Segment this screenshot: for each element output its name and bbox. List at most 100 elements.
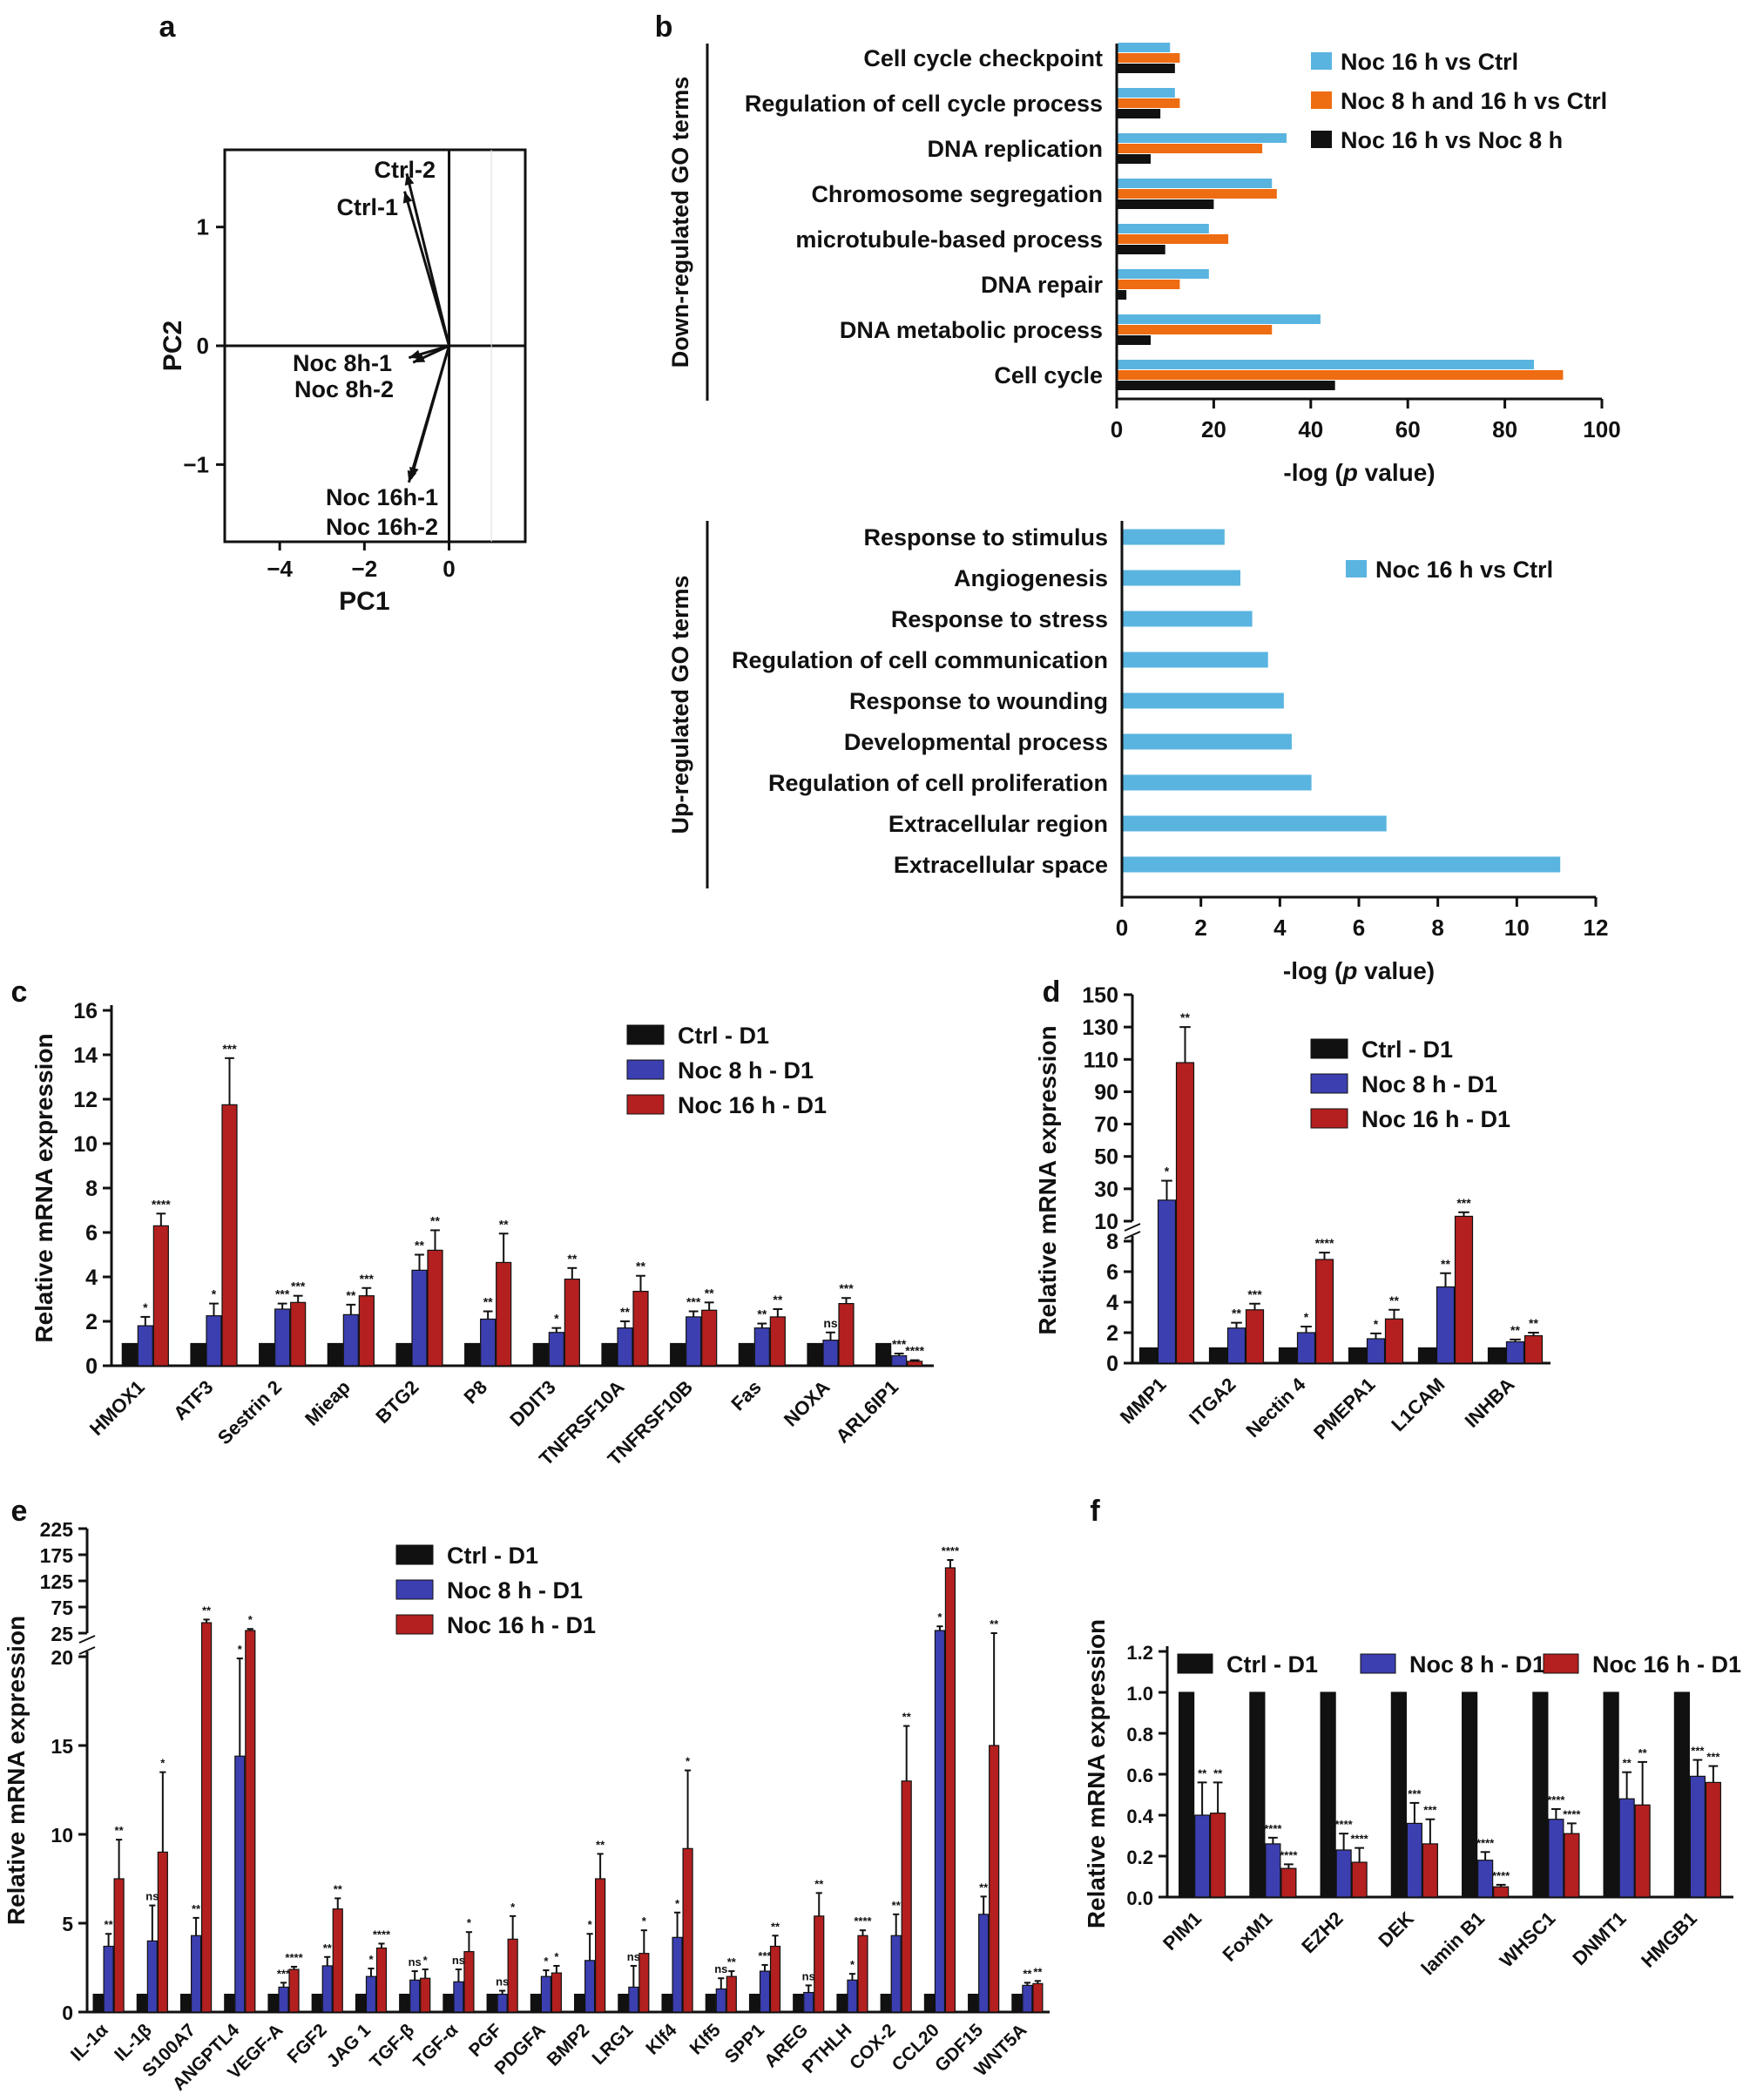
gene-label: SPP1 — [721, 2020, 768, 2067]
pca-sample-label: Ctrl-2 — [374, 157, 436, 183]
v-y-tick-label: 10 — [51, 1824, 73, 1847]
legend-label: Noc 8 h - D1 — [447, 1577, 583, 1604]
go-bar — [1118, 360, 1535, 369]
hbar-x-tick-label: 100 — [1583, 416, 1620, 442]
expression-bar — [1296, 1332, 1316, 1364]
significance-label: * — [554, 1950, 559, 1963]
significance-label: * — [368, 1953, 374, 1966]
legend-label: Noc 16 h - D1 — [447, 1612, 596, 1638]
significance-label: **** — [905, 1344, 924, 1358]
expression-bar — [365, 1975, 377, 2013]
expression-bar — [836, 1994, 848, 2013]
go-bar — [1118, 290, 1127, 300]
significance-label: * — [588, 1918, 593, 1931]
expression-bar — [617, 1327, 633, 1367]
gene-label: MMP1 — [1116, 1374, 1171, 1428]
v-y-tick-label: 0 — [85, 1354, 98, 1379]
significance-label: *** — [277, 1967, 291, 1980]
significance-label: ** — [323, 1941, 333, 1955]
expression-bar — [409, 1979, 421, 2013]
expression-bar — [463, 1951, 475, 2013]
gene-label: ITGA2 — [1185, 1374, 1240, 1428]
significance-label: ** — [727, 1955, 737, 1968]
significance-label: * — [675, 1897, 680, 1910]
v-y-tick-label: 175 — [40, 1544, 74, 1567]
go-bar — [1118, 64, 1175, 73]
expression-bar — [190, 1935, 202, 2013]
expression-bar — [638, 1953, 650, 2013]
go-bar — [1118, 325, 1273, 334]
go-bar — [1118, 314, 1321, 324]
legend-swatch — [1310, 1038, 1348, 1059]
expression-bar — [332, 1908, 343, 2013]
v-y-axis-label: Relative mRNA expression — [30, 1033, 57, 1342]
go-term-label: Response to wounding — [849, 688, 1108, 714]
expression-bar — [311, 1994, 322, 2013]
expression-bar — [701, 1309, 718, 1367]
expression-bar — [221, 1104, 238, 1367]
go-term-label: Cell cycle — [994, 362, 1103, 388]
gene-label: L1CAM — [1387, 1374, 1449, 1435]
significance-label: ** — [1623, 1757, 1632, 1770]
gene-label: Fas — [726, 1376, 765, 1415]
significance-label: **** — [1476, 1836, 1495, 1849]
legend-swatch — [1311, 52, 1332, 70]
gene-label: DNMT1 — [1568, 1908, 1630, 1969]
expression-bar — [121, 1342, 138, 1367]
expression-bar — [1280, 1867, 1297, 1898]
gene-label: Mieap — [301, 1376, 355, 1430]
hbar-x-tick-label: 2 — [1194, 915, 1206, 941]
expression-bar — [1335, 1849, 1352, 1898]
gene-label: HMOX1 — [85, 1376, 149, 1440]
expression-bar — [748, 1994, 760, 2013]
axis-break-mark — [1124, 1231, 1141, 1239]
expression-bar — [358, 1295, 375, 1367]
expression-bar — [480, 1318, 497, 1367]
significance-label: ns — [409, 1955, 422, 1968]
expression-bar — [540, 1975, 551, 2013]
hbar-x-tick-label: 0 — [1116, 915, 1128, 941]
v-y-tick-label: 12 — [73, 1088, 98, 1112]
v-y-axis-label: Relative mRNA expression — [1083, 1619, 1110, 1928]
expression-bar — [989, 1745, 1000, 2013]
panel-label-d: d — [1043, 976, 1061, 1009]
expression-bar — [934, 1630, 946, 2013]
gene-label: PIM1 — [1159, 1908, 1206, 1955]
expression-bar — [807, 1342, 823, 1367]
expression-bar — [179, 1994, 192, 2013]
expression-bar — [245, 1630, 256, 2013]
significance-label: *** — [222, 1042, 237, 1056]
gene-label: JAG 1 — [323, 2020, 375, 2071]
significance-label: * — [238, 1643, 243, 1656]
expression-bar — [1634, 1804, 1651, 1898]
hbar-x-tick-label: 0 — [1111, 416, 1123, 442]
v-y-tick-label: 0.0 — [1126, 1887, 1153, 1909]
go-bar — [1118, 53, 1180, 63]
pca-x-tick-label: −2 — [352, 556, 378, 582]
pca-sample-label: Noc 8h-2 — [294, 376, 394, 402]
pca-vector-line — [409, 345, 450, 480]
expression-bar — [907, 1361, 923, 1367]
v-y-tick-label: 50 — [1094, 1145, 1118, 1170]
expression-bar — [113, 1878, 125, 2013]
go-bar — [1118, 189, 1277, 199]
expression-bar — [978, 1914, 990, 2013]
expression-bar — [427, 1249, 443, 1367]
significance-label: ** — [892, 1899, 902, 1912]
significance-label: ** — [771, 1920, 780, 1933]
legend-swatch — [1311, 131, 1332, 148]
significance-label: ** — [1180, 1010, 1190, 1024]
significance-label: ** — [596, 1838, 605, 1851]
significance-label: ** — [1529, 1316, 1538, 1330]
go-term-label: DNA repair — [981, 272, 1104, 298]
hbar-x-tick-label: 6 — [1353, 915, 1365, 941]
legend-label: Noc 16 h - D1 — [1361, 1106, 1510, 1132]
legend-label: Noc 16 h - D1 — [1592, 1651, 1741, 1678]
significance-label: ** — [334, 1882, 343, 1895]
expression-bar — [793, 1994, 804, 2013]
significance-label: *** — [758, 1949, 772, 1962]
v-y-tick-label: 1.0 — [1126, 1683, 1153, 1705]
gene-label: lamin B1 — [1417, 1908, 1490, 1980]
axis-break-mark — [78, 1635, 96, 1644]
significance-label: * — [1374, 1317, 1379, 1331]
